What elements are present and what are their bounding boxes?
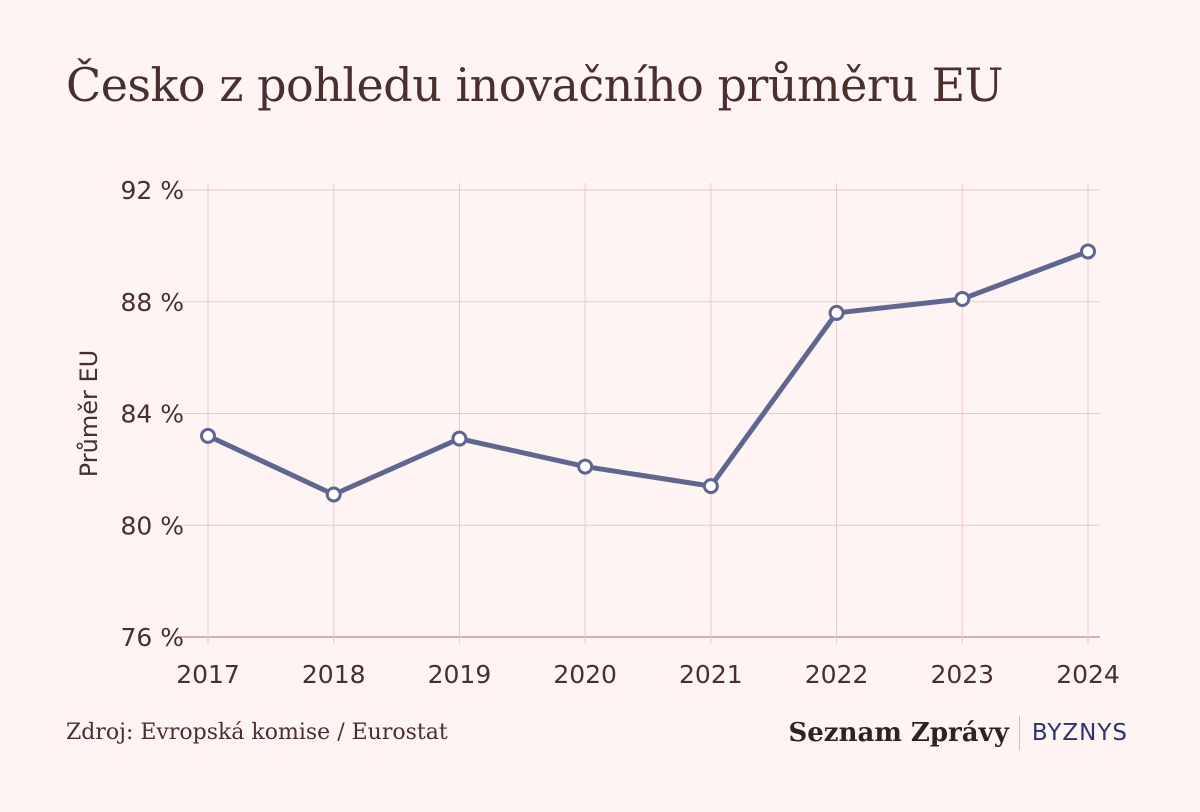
x-tick-labels: 2017 2018 2019 2020 2021 2022 2023 2024 [176,660,1120,689]
data-point [325,486,342,503]
data-point [1080,243,1096,260]
x-tick-label: 2017 [176,660,240,689]
x-tick-label: 2024 [1056,660,1120,689]
y-tick-label: 84 % [120,400,184,429]
x-tick-label: 2022 [805,660,869,689]
data-point [200,427,216,444]
data-point [577,458,594,475]
y-tick-labels: 76 % 80 % 84 % 88 % 92 % [120,176,184,652]
x-tick-label: 2020 [553,660,617,689]
y-gridlines [177,189,1100,638]
x-gridlines [207,183,1089,644]
brand-divider [1018,716,1020,750]
data-point [828,304,845,321]
brand-section: BYZNYS [1031,720,1128,746]
y-tick-label: 80 % [120,511,184,540]
data-point [702,478,719,495]
data-point [954,290,971,307]
x-tick-label: 2021 [679,660,743,689]
source-note: Zdroj: Evropská komise / Eurostat [66,720,448,745]
series-line [205,248,1091,498]
x-tick-label: 2023 [930,660,994,689]
y-tick-label: 88 % [120,288,184,317]
y-axis-label: Průměr EU [75,350,103,478]
x-tick-label: 2018 [302,660,366,689]
y-tick-label: 92 % [120,176,184,205]
chart-title: Česko z pohledu inovačního průměru EU [66,58,1003,112]
brand-name: Seznam Zprávy [788,718,1009,748]
y-tick-label: 76 % [120,623,184,652]
series-group [200,243,1096,503]
brand-logo: Seznam Zprávy BYZNYS [788,716,1128,750]
data-point [451,430,468,447]
x-tick-label: 2019 [428,660,492,689]
